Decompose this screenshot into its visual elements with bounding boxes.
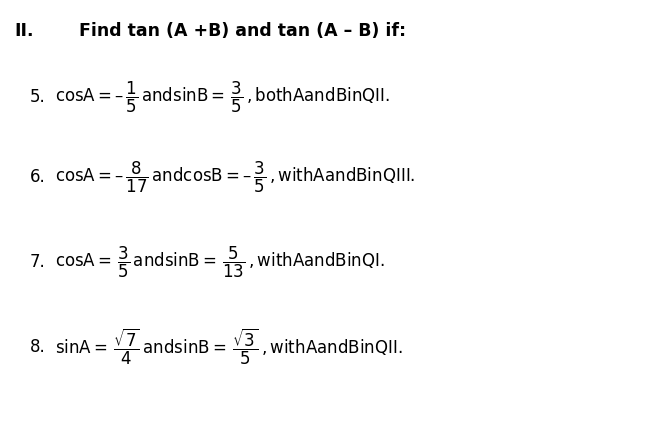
Text: 8.: 8.	[30, 338, 46, 356]
Text: $\mathregular{sin A =}\,\dfrac{\sqrt{7}}{4}\,\mathregular{and sin B =}\,\dfrac{\: $\mathregular{sin A =}\,\dfrac{\sqrt{7}}…	[55, 327, 403, 367]
Text: $\mathregular{cos A =}\,\dfrac{3}{5}\,\mathregular{and sin B =}\,\dfrac{5}{13}\,: $\mathregular{cos A =}\,\dfrac{3}{5}\,\m…	[55, 245, 385, 280]
Text: 6.: 6.	[30, 168, 46, 186]
Text: II.: II.	[14, 22, 34, 40]
Text: $\mathregular{cos A = –}\,\dfrac{8}{17}\,\mathregular{and cos B = –}\,\dfrac{3}{: $\mathregular{cos A = –}\,\dfrac{8}{17}\…	[55, 160, 415, 195]
Text: 7.: 7.	[30, 253, 46, 271]
Text: Find tan (A +B) and tan (A – B) if:: Find tan (A +B) and tan (A – B) if:	[79, 22, 406, 40]
Text: 5.: 5.	[30, 88, 46, 106]
Text: $\mathregular{cos A = –}\,\dfrac{1}{5}\,\mathregular{and sin B =}\,\dfrac{3}{5}\: $\mathregular{cos A = –}\,\dfrac{1}{5}\,…	[55, 80, 390, 115]
